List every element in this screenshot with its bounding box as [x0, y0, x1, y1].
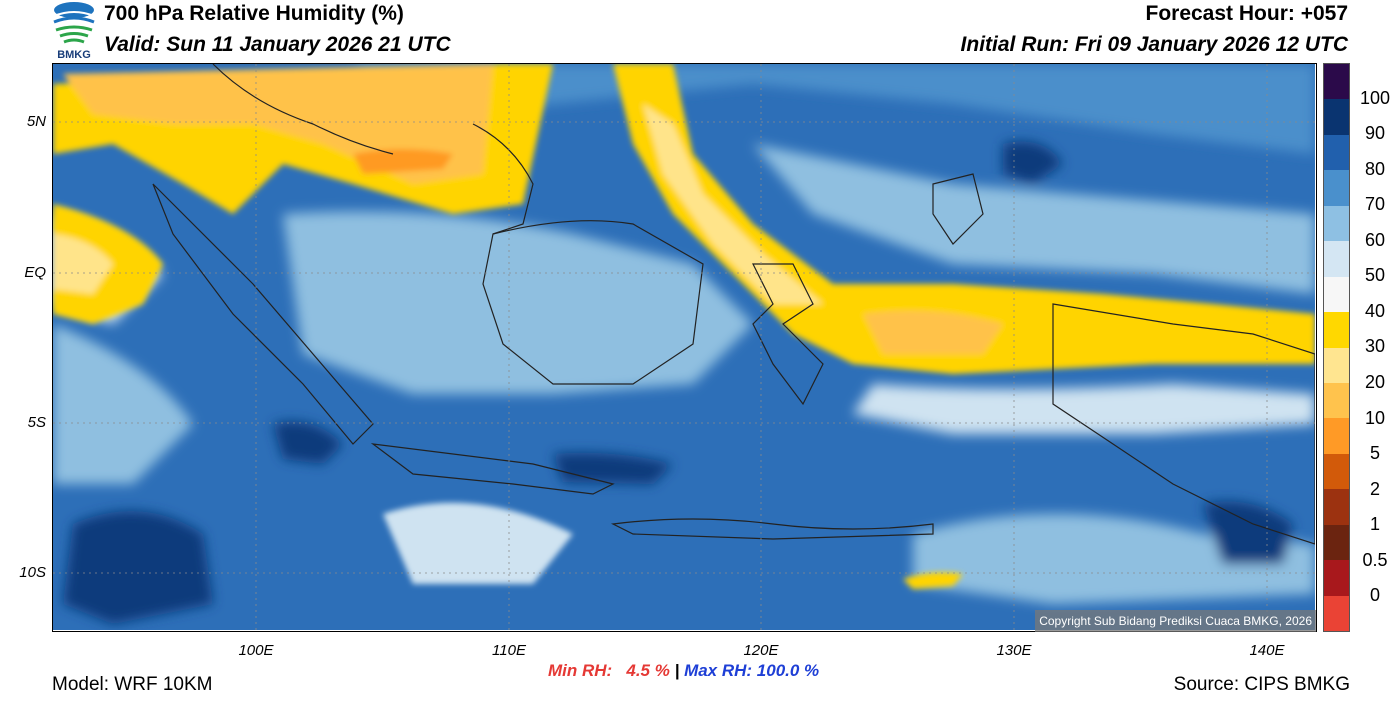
lat-label-10s: 10S [19, 564, 46, 581]
lat-label-5s: 5S [27, 414, 46, 431]
map-title: 700 hPa Relative Humidity (%) [104, 2, 404, 25]
colorbar-label: 40 [1364, 301, 1386, 321]
colorbar-segment [1324, 64, 1349, 100]
max-rh: Max RH: 100.0 % [684, 661, 820, 680]
colorbar-label: 50 [1364, 265, 1386, 285]
humidity-map [52, 63, 1317, 632]
source-label: Source: CIPS BMKG [1173, 674, 1350, 695]
colorbar-label: 30 [1364, 336, 1386, 356]
initial-run: Initial Run: Fri 09 January 2026 12 UTC [960, 33, 1348, 56]
colorbar-label: 80 [1364, 159, 1386, 179]
colorbar-label: 70 [1364, 194, 1386, 214]
colorbar-segment [1324, 99, 1349, 135]
colorbar-label: 20 [1364, 372, 1386, 392]
lon-label-120e: 120E [743, 642, 779, 659]
colorbar-segment [1324, 205, 1349, 242]
coastlines [152, 64, 1315, 545]
colorbar-segment [1324, 418, 1349, 454]
lon-label-130e: 130E [996, 642, 1032, 659]
colorbar-label: 90 [1364, 123, 1386, 143]
lat-label-5n: 5N [26, 113, 46, 130]
lon-label-110e: 110E [492, 642, 526, 659]
lon-label-100e: 100E [238, 642, 274, 659]
humidity-field [53, 64, 1315, 630]
colorbar-label: 0.5 [1362, 550, 1388, 570]
colorbar [1323, 63, 1350, 632]
colorbar-segment [1324, 489, 1349, 525]
colorbar-label: 10 [1364, 408, 1386, 428]
model-label: Model: WRF 10KM [52, 674, 213, 695]
colorbar-label: 1 [1369, 514, 1380, 534]
min-rh: Min RH: 4.5 % [548, 661, 670, 680]
colorbar-label: 60 [1364, 230, 1386, 250]
colorbar-segment [1324, 560, 1349, 596]
colorbar-label: 100 [1359, 88, 1391, 108]
colorbar-label: 0 [1369, 585, 1380, 605]
colorbar-segment [1324, 347, 1349, 383]
graticule [53, 64, 1315, 630]
bmkg-logo: BMKG [50, 0, 98, 62]
copyright-notice: Copyright Sub Bidang Prediksi Cuaca BMKG… [1035, 610, 1316, 632]
colorbar-segment [1324, 524, 1349, 561]
lat-label-eq: EQ [24, 264, 46, 281]
colorbar-segment [1324, 382, 1349, 419]
colorbar-segment [1324, 276, 1349, 313]
forecast-hour: Forecast Hour: +057 [1145, 2, 1349, 25]
logo-text: BMKG [57, 49, 91, 61]
lon-label-140e: 140E [1249, 642, 1285, 659]
colorbar-segment [1324, 241, 1349, 277]
colorbar-segment [1324, 312, 1349, 348]
colorbar-segment [1324, 453, 1349, 490]
colorbar-label: 2 [1369, 479, 1380, 499]
rh-extremes: Min RH: 4.5 % | Max RH: 100.0 % [548, 661, 819, 681]
colorbar-segment [1324, 595, 1349, 631]
colorbar-label: 5 [1369, 443, 1380, 463]
rh-separator: | [669, 661, 685, 680]
colorbar-segment [1324, 134, 1349, 171]
colorbar-segment [1324, 170, 1349, 206]
valid-time: Valid: Sun 11 January 2026 21 UTC [104, 33, 451, 56]
